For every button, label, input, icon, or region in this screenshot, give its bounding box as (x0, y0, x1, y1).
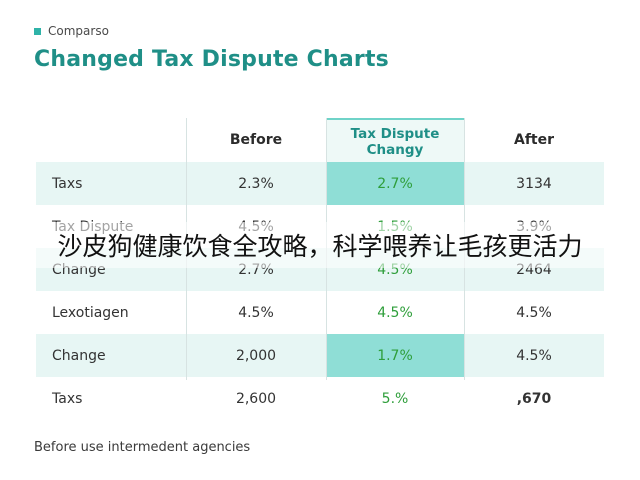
footer-note: Before use intermedent agencies (34, 440, 251, 455)
row-label: Lexotiagen (52, 304, 129, 321)
cell-change: 2.7% (326, 162, 464, 205)
row-label: Taxs (52, 175, 83, 192)
cell-before: 2,000 (235, 347, 277, 364)
cell-change: 5.% (381, 390, 409, 407)
table-row: Taxs 2,600 5.% ,670 (36, 377, 604, 420)
header-tax-dispute-change: Tax Dispute Changy (326, 118, 464, 164)
square-icon (34, 27, 41, 35)
cell-change: 1.7% (326, 334, 464, 377)
cell-after: ,670 (516, 390, 552, 407)
cell-change: 4.5% (377, 304, 413, 321)
table-row: Taxs 2.3% 2.7% 3134 (36, 162, 604, 205)
table-row: Change 2,000 1.7% 4.5% (36, 334, 604, 377)
row-label: Taxs (52, 390, 83, 407)
header-before: Before (229, 132, 283, 148)
row-label: Change (52, 347, 106, 364)
table-row: Lexotiagen 4.5% 4.5% 4.5% (36, 291, 604, 334)
header-after: After (513, 132, 555, 148)
cell-before: 4.5% (238, 304, 274, 321)
cell-after: 3134 (516, 175, 552, 192)
brand: Comparso (34, 24, 109, 38)
cell-before: 2,600 (235, 390, 277, 407)
comparison-table: Before Tax Dispute Changy After Taxs 2.3%… (36, 118, 604, 407)
table-header: Before Tax Dispute Changy After (36, 118, 604, 164)
overlay-caption: 沙皮狗健康饮食全攻略，科学喂养让毛孩更活力 (0, 222, 640, 268)
header-tax-dispute-change-label: Tax Dispute Changy (350, 126, 440, 158)
cell-after: 4.5% (516, 347, 552, 364)
cell-after: 4.5% (516, 304, 552, 321)
page-title: Changed Tax Dispute Charts (34, 47, 389, 72)
cell-before: 2.3% (238, 175, 274, 192)
brand-label: Comparso (48, 24, 109, 38)
